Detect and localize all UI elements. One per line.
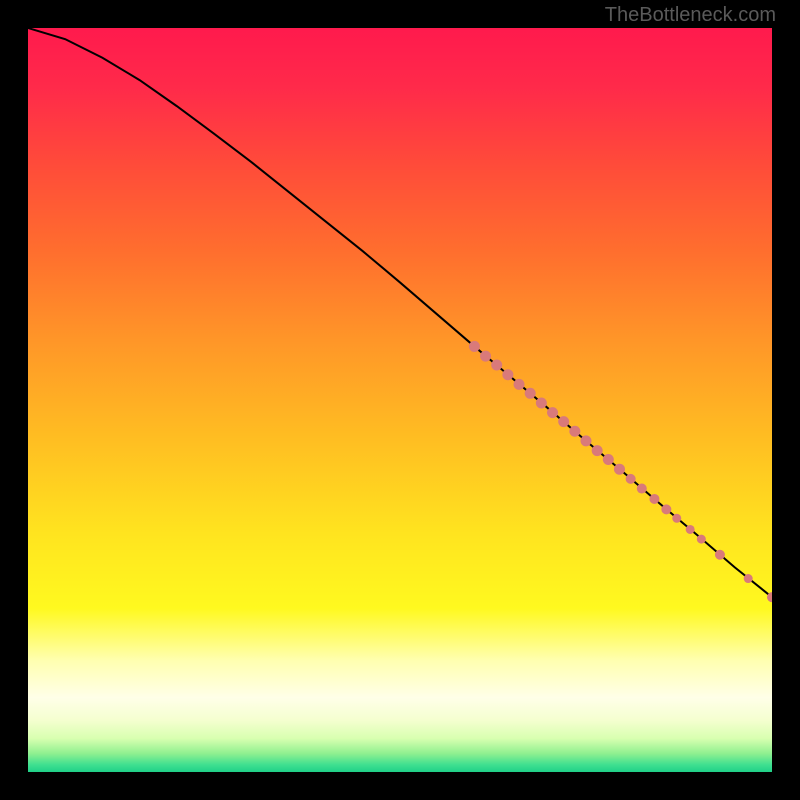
- data-marker: [558, 416, 569, 427]
- data-marker: [514, 379, 525, 390]
- data-marker: [715, 550, 725, 560]
- data-marker: [491, 360, 502, 371]
- data-marker: [502, 369, 513, 380]
- data-marker: [581, 435, 592, 446]
- data-marker: [686, 525, 695, 534]
- data-marker: [744, 574, 753, 583]
- data-marker: [480, 351, 491, 362]
- data-marker: [469, 341, 480, 352]
- chart-svg: [28, 28, 772, 772]
- watermark-label: TheBottleneck.com: [605, 4, 776, 27]
- data-marker: [697, 535, 706, 544]
- data-marker: [661, 504, 671, 514]
- data-marker: [649, 494, 659, 504]
- data-marker: [603, 454, 614, 465]
- data-marker: [637, 484, 647, 494]
- data-marker: [547, 407, 558, 418]
- data-marker: [592, 445, 603, 456]
- data-marker: [525, 388, 536, 399]
- data-marker: [569, 426, 580, 437]
- data-marker: [626, 474, 636, 484]
- data-marker: [614, 464, 625, 475]
- chart-plot-area: [28, 28, 772, 772]
- chart-background: [28, 28, 772, 772]
- data-marker: [536, 397, 547, 408]
- data-marker: [672, 514, 681, 523]
